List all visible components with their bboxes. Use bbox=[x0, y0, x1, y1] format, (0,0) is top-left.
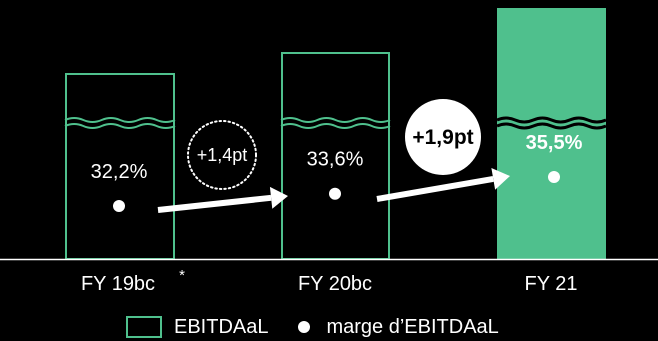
change-label-2: +1,9pt bbox=[412, 126, 473, 149]
legend-ebitdaal-label: EBITDAaL bbox=[174, 315, 269, 338]
change-badge-2 bbox=[405, 99, 481, 175]
legend-margin-dot bbox=[298, 321, 311, 333]
margin-dot-fy-20bc bbox=[329, 187, 341, 200]
margin-dot-fy-21 bbox=[548, 171, 560, 183]
axis-break-fy-19bc-2 bbox=[64, 123, 176, 129]
change-label-1: +1,4pt bbox=[197, 145, 248, 165]
change-badge-1 bbox=[187, 120, 257, 190]
change-arrowhead-1 bbox=[269, 186, 288, 209]
axis-break-fy-19bc bbox=[64, 117, 176, 123]
bar-fy-21 bbox=[497, 8, 606, 259]
margin-label-fy-19bc: 32,2% bbox=[91, 161, 148, 183]
legend-ebitdaal-swatch bbox=[126, 316, 162, 338]
axis-break-fy-20bc-2 bbox=[280, 123, 391, 129]
category-footnote-fy-19bc: * bbox=[179, 267, 185, 284]
axis-break-fy-21 bbox=[496, 116, 607, 124]
change-arrowhead-2 bbox=[491, 168, 510, 190]
margin-label-fy-20bc: 33,6% bbox=[307, 149, 364, 171]
axis-break-fy-20bc bbox=[280, 117, 391, 123]
category-label-fy-19bc: FY 19bc bbox=[81, 273, 155, 295]
category-label-fy-20bc: FY 20bc bbox=[298, 273, 372, 295]
margin-label-fy-21: 35,5% bbox=[526, 132, 583, 154]
change-arrow-1 bbox=[157, 194, 272, 213]
category-label-fy-21: FY 21 bbox=[525, 273, 578, 295]
legend-margin-label: marge d’EBITDAaL bbox=[326, 315, 499, 338]
change-arrow-2 bbox=[376, 175, 494, 202]
axis-break-fy-21-2 bbox=[496, 122, 607, 130]
legend: EBITDAaL marge d’EBITDAaL bbox=[126, 314, 499, 340]
margin-dot-fy-19bc bbox=[113, 200, 125, 212]
